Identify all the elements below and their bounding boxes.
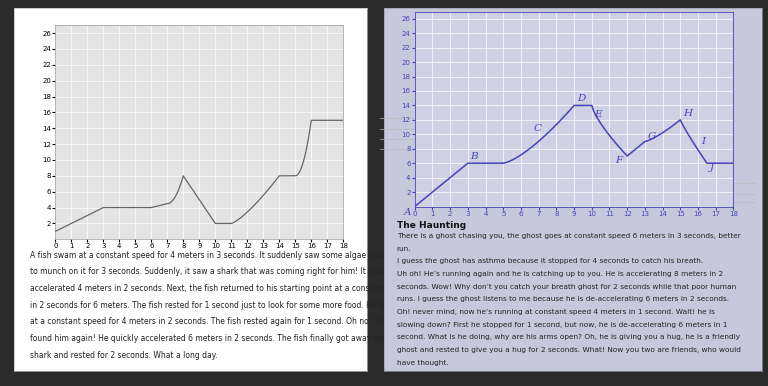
Text: runs. I guess the ghost listens to me because he is de-accelerating 6 meters in : runs. I guess the ghost listens to me be… [397,296,729,303]
Text: seconds. Wow! Why don’t you catch your breath ghost for 2 seconds while that poo: seconds. Wow! Why don’t you catch your b… [397,284,736,290]
Text: F: F [615,156,622,165]
Text: ghost and rested to give you a hug for 2 seconds. What! Now you two are friends,: ghost and rested to give you a hug for 2… [397,347,740,353]
Text: to munch on it for 3 seconds. Suddenly, it saw a shark that was coming right for: to munch on it for 3 seconds. Suddenly, … [30,267,396,276]
Text: I guess the ghost has asthma because it stopped for 4 seconds to catch his breat: I guess the ghost has asthma because it … [397,259,703,264]
Text: There is a ghost chasing you, the ghost goes at constant speed 6 meters in 3 sec: There is a ghost chasing you, the ghost … [397,233,740,239]
Text: Uh oh! He’s running again and he is catching up to you. He is accelerating 8 met: Uh oh! He’s running again and he is catc… [397,271,723,277]
Text: shark and rested for 2 seconds. What a long day.: shark and rested for 2 seconds. What a l… [30,351,217,360]
Text: A fish swam at a constant speed for 4 meters in 3 seconds. It suddenly saw some : A fish swam at a constant speed for 4 me… [30,251,412,260]
Text: accelerated 4 meters in 2 seconds. Next, the fish returned to his starting point: accelerated 4 meters in 2 seconds. Next,… [30,284,410,293]
Text: found him again! He quickly accelerated 6 meters in 2 seconds. The fish finally : found him again! He quickly accelerated … [30,334,406,343]
Text: B: B [471,152,478,161]
Text: The Haunting: The Haunting [397,221,466,230]
Text: run.: run. [397,246,412,252]
Text: have thought.: have thought. [397,360,449,366]
Text: D: D [577,94,585,103]
Text: A: A [404,208,412,217]
Text: J: J [710,163,713,173]
Text: C: C [533,124,541,133]
Text: E: E [594,110,602,119]
Text: G: G [647,132,656,141]
Text: slowing down? First he stopped for 1 second, but now, he is de-accelerating 6 me: slowing down? First he stopped for 1 sec… [397,322,727,328]
Text: in 2 seconds for 6 meters. The fish rested for 1 second just to look for some mo: in 2 seconds for 6 meters. The fish rest… [30,301,404,310]
Text: second. What is he doing, why are his arms open? Oh, he is giving you a hug, he : second. What is he doing, why are his ar… [397,334,740,340]
Text: H: H [683,109,692,118]
Text: Oh! never mind, now he’s running at constant speed 4 meters in 1 second. Wait! h: Oh! never mind, now he’s running at cons… [397,309,714,315]
Text: I: I [700,137,705,146]
Text: at a constant speed for 4 meters in 2 seconds. The fish rested again for 1 secon: at a constant speed for 4 meters in 2 se… [30,317,412,327]
